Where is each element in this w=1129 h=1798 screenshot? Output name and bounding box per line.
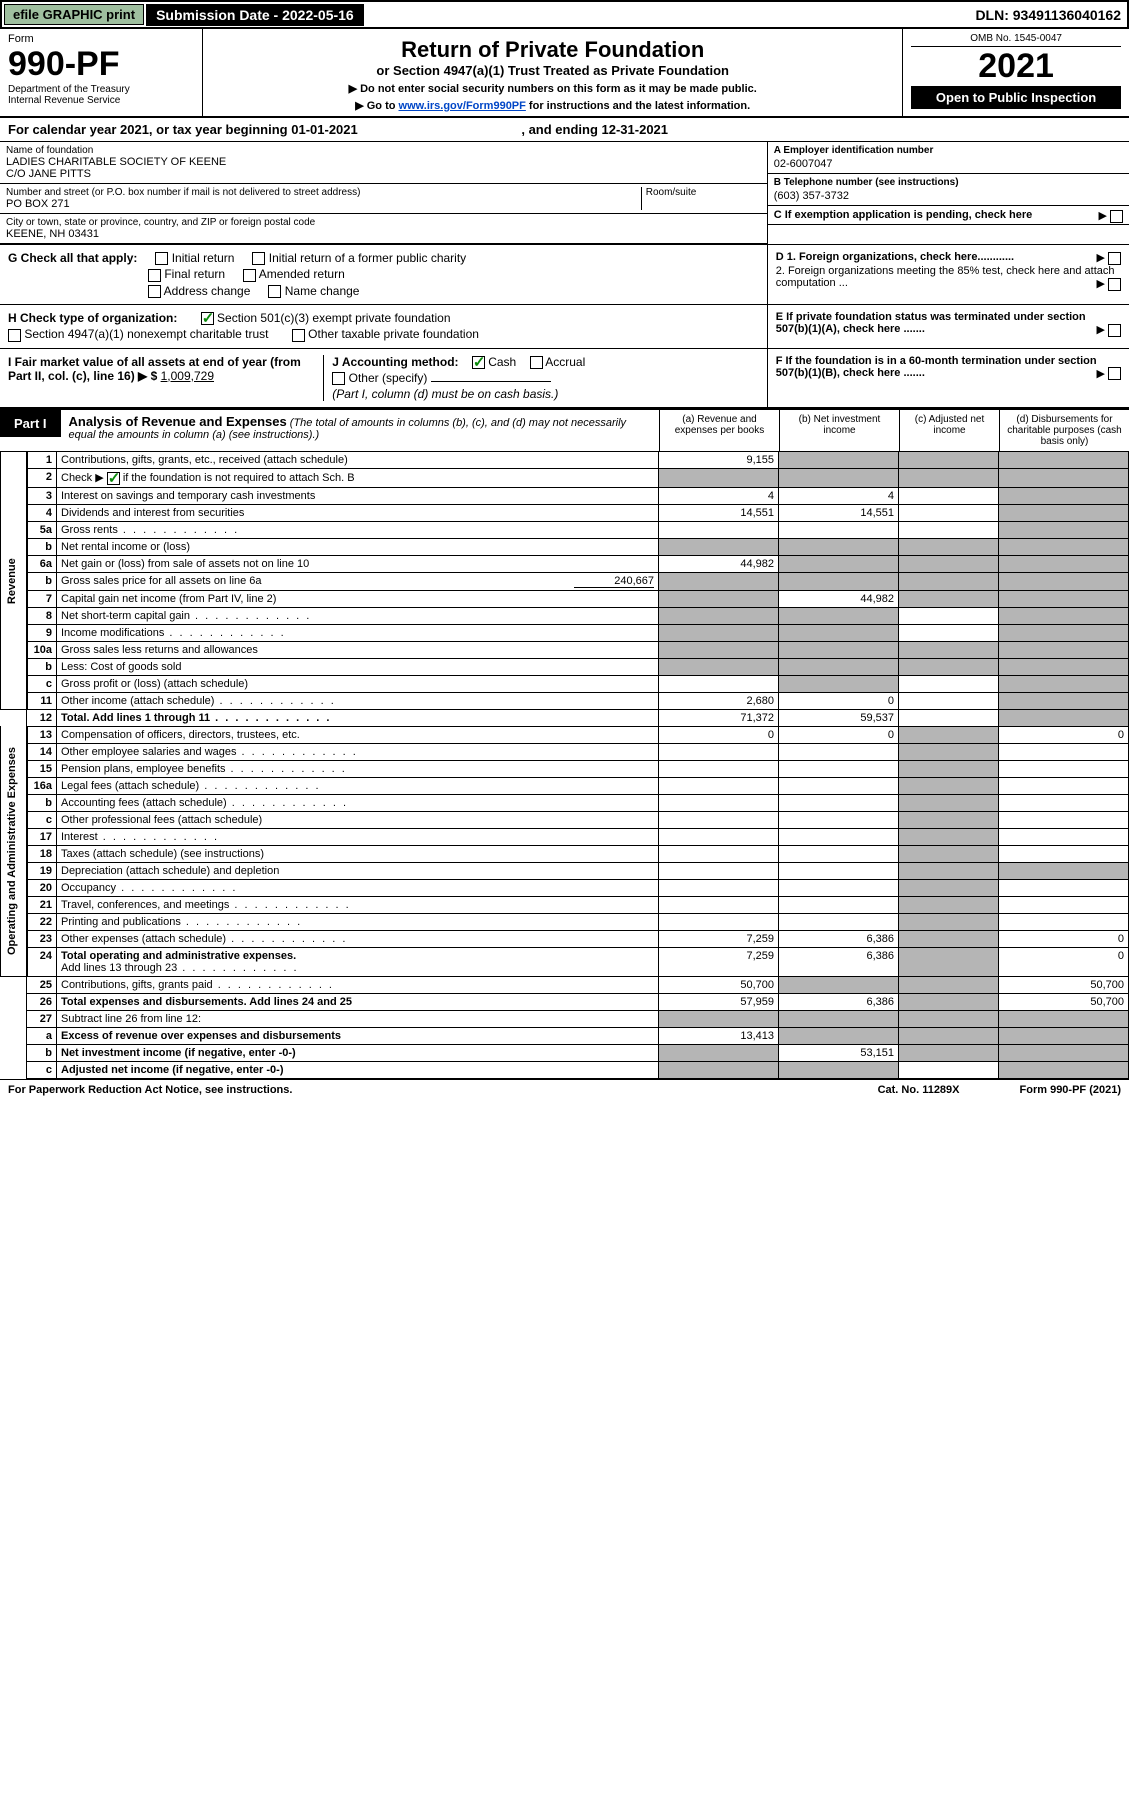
section-g-row: G Check all that apply: Initial return I… <box>0 245 1129 305</box>
care-of: C/O JANE PITTS <box>6 168 761 180</box>
g-final-return-checkbox[interactable] <box>148 269 161 282</box>
dept-label: Department of the Treasury <box>8 84 194 95</box>
d2-checkbox[interactable] <box>1108 278 1121 291</box>
street-address: PO BOX 271 <box>6 198 641 210</box>
phone-label: B Telephone number (see instructions) <box>774 177 1123 188</box>
form-instr1: ▶ Do not enter social security numbers o… <box>211 82 894 95</box>
addr-label: Number and street (or P.O. box number if… <box>6 187 641 198</box>
form-word: Form <box>8 33 194 45</box>
expenses-side-label: Operating and Administrative Expenses <box>1 726 27 976</box>
col-d-header: (d) Disbursements for charitable purpose… <box>999 410 1129 451</box>
form990pf-link[interactable]: www.irs.gov/Form990PF <box>399 100 526 112</box>
g-initial-return-checkbox[interactable] <box>155 252 168 265</box>
col-b-header: (b) Net investment income <box>779 410 899 451</box>
g-initial-former-checkbox[interactable] <box>252 252 265 265</box>
calendar-year-row: For calendar year 2021, or tax year begi… <box>0 118 1129 142</box>
form-header: Form 990-PF Department of the Treasury I… <box>0 29 1129 118</box>
irs-label: Internal Revenue Service <box>8 95 194 106</box>
ein-label: A Employer identification number <box>774 145 1123 156</box>
d1-label: D 1. Foreign organizations, check here..… <box>776 251 1014 263</box>
ein-value: 02-6007047 <box>774 158 1123 170</box>
form-subtitle: or Section 4947(a)(1) Trust Treated as P… <box>211 63 894 78</box>
efile-print-button[interactable]: efile GRAPHIC print <box>4 4 144 25</box>
footer-cat: Cat. No. 11289X <box>878 1084 960 1096</box>
j-note: (Part I, column (d) must be on cash basi… <box>332 387 758 401</box>
part1-table: Revenue 1Contributions, gifts, grants, e… <box>0 452 1129 1079</box>
room-label: Room/suite <box>646 187 761 198</box>
j-accrual-checkbox[interactable] <box>530 356 543 369</box>
h-other-taxable-checkbox[interactable] <box>292 329 305 342</box>
form-instr2: ▶ Go to www.irs.gov/Form990PF for instru… <box>211 99 894 112</box>
h-4947-checkbox[interactable] <box>8 329 21 342</box>
j-label: J Accounting method: <box>332 355 458 369</box>
g-label: G Check all that apply: <box>8 251 137 265</box>
open-public-badge: Open to Public Inspection <box>911 86 1121 109</box>
e-checkbox[interactable] <box>1108 324 1121 337</box>
c-label: C If exemption application is pending, c… <box>774 209 1033 221</box>
schb-checkbox[interactable] <box>107 472 120 485</box>
part1-header: Part I Analysis of Revenue and Expenses … <box>0 408 1129 452</box>
i-label: I Fair market value of all assets at end… <box>8 355 301 383</box>
i-value: 1,009,729 <box>161 369 214 383</box>
form-title: Return of Private Foundation <box>211 37 894 63</box>
revenue-side-label: Revenue <box>1 452 27 709</box>
h-501c3-checkbox[interactable] <box>201 312 214 325</box>
name-label: Name of foundation <box>6 145 761 156</box>
f-checkbox[interactable] <box>1108 367 1121 380</box>
tax-year: 2021 <box>911 47 1121 86</box>
footer-left: For Paperwork Reduction Act Notice, see … <box>8 1084 292 1096</box>
h-label: H Check type of organization: <box>8 311 177 325</box>
section-ij-row: I Fair market value of all assets at end… <box>0 349 1129 409</box>
c-checkbox[interactable] <box>1110 210 1123 223</box>
form-number: 990-PF <box>8 45 194 84</box>
submission-date: Submission Date - 2022-05-16 <box>146 4 364 26</box>
g-name-change-checkbox[interactable] <box>268 285 281 298</box>
col-c-header: (c) Adjusted net income <box>899 410 999 451</box>
phone-value: (603) 357-3732 <box>774 190 1123 202</box>
page-footer: For Paperwork Reduction Act Notice, see … <box>0 1079 1129 1100</box>
topbar: efile GRAPHIC print Submission Date - 20… <box>0 0 1129 29</box>
omb-number: OMB No. 1545-0047 <box>911 33 1121 47</box>
f-label: F If the foundation is in a 60-month ter… <box>776 355 1097 379</box>
footer-form: Form 990-PF (2021) <box>1020 1084 1121 1096</box>
city-state-zip: KEENE, NH 03431 <box>6 228 761 240</box>
g-amended-checkbox[interactable] <box>243 269 256 282</box>
city-label: City or town, state or province, country… <box>6 217 761 228</box>
col-a-header: (a) Revenue and expenses per books <box>659 410 779 451</box>
d1-checkbox[interactable] <box>1108 252 1121 265</box>
dln-number: DLN: 93491136040162 <box>969 5 1127 25</box>
part1-badge: Part I <box>0 410 61 437</box>
foundation-name: LADIES CHARITABLE SOCIETY OF KEENE <box>6 156 761 168</box>
j-cash-checkbox[interactable] <box>472 356 485 369</box>
part1-title: Analysis of Revenue and Expenses <box>69 414 287 429</box>
identity-grid: Name of foundation LADIES CHARITABLE SOC… <box>0 142 1129 245</box>
g-address-change-checkbox[interactable] <box>148 285 161 298</box>
j-other-checkbox[interactable] <box>332 372 345 385</box>
e-label: E If private foundation status was termi… <box>776 311 1086 335</box>
d2-label: 2. Foreign organizations meeting the 85%… <box>776 265 1115 289</box>
section-h-row: H Check type of organization: Section 50… <box>0 305 1129 349</box>
